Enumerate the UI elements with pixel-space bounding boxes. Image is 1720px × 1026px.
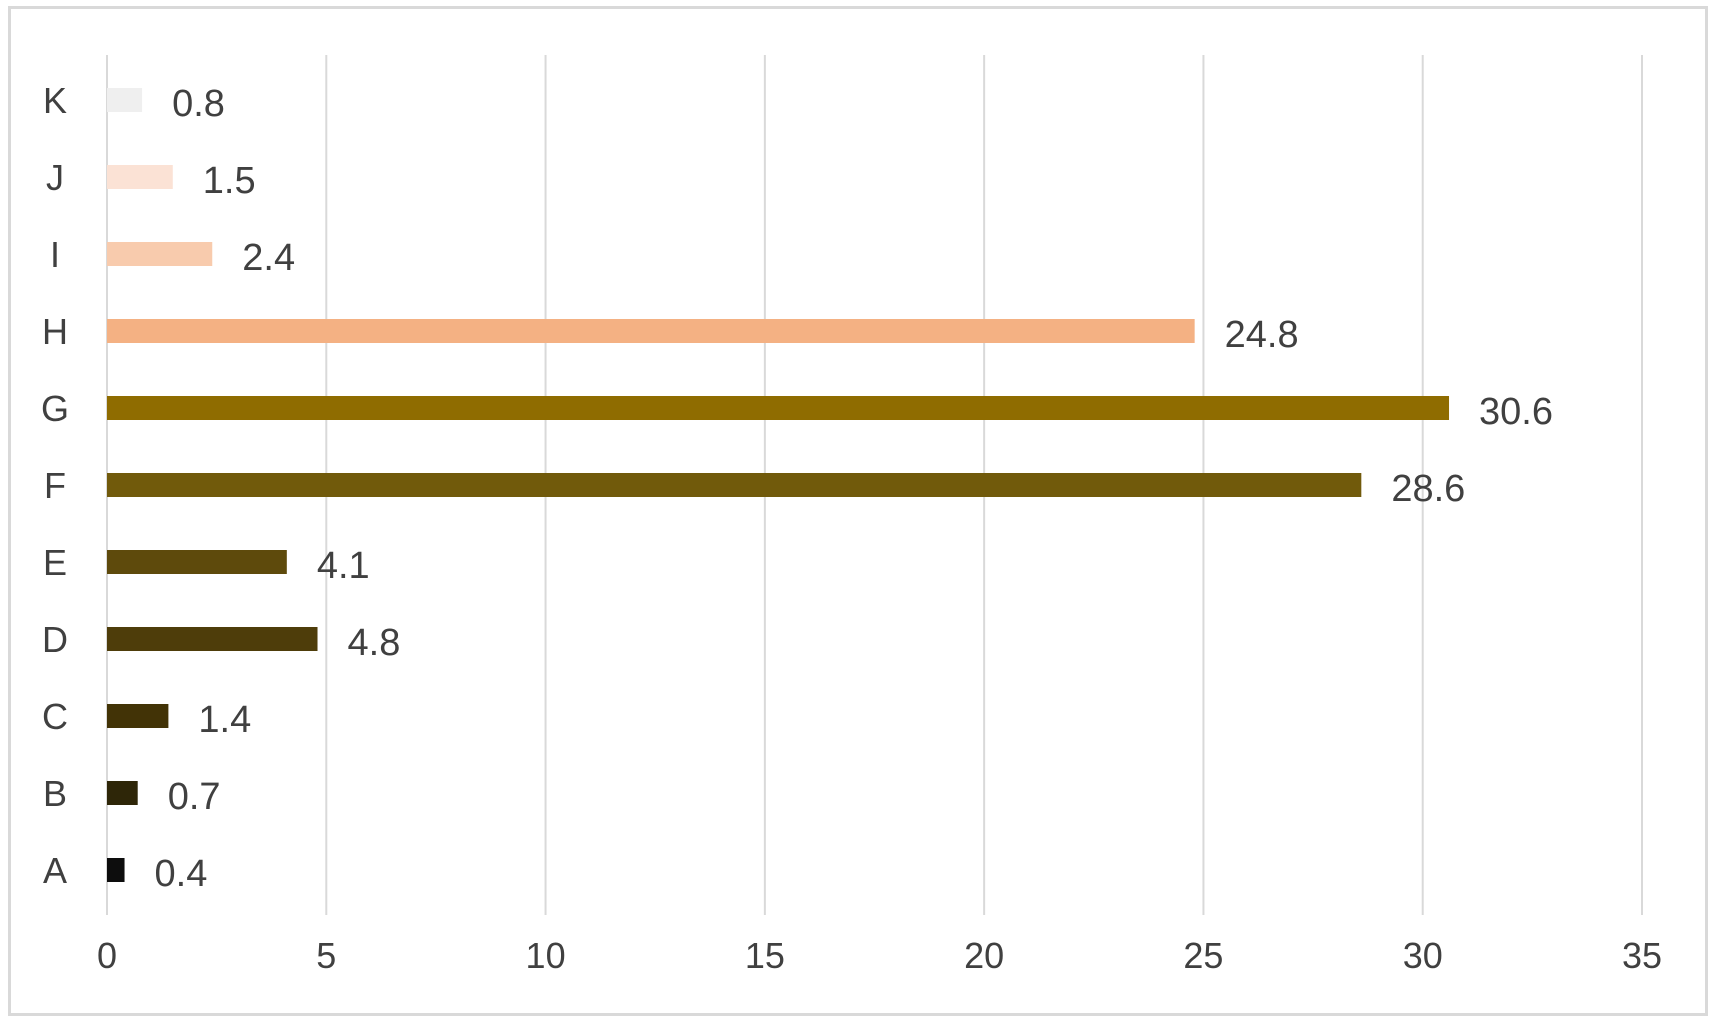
- bar-E: [107, 550, 287, 574]
- data-label-K: 0.8: [172, 83, 225, 125]
- bar-K: [107, 88, 143, 112]
- category-label-H: H: [42, 311, 68, 352]
- category-label-D: D: [42, 619, 68, 660]
- bar-D: [107, 627, 318, 651]
- x-tick-label-0: 0: [97, 935, 117, 976]
- x-tick-label-20: 20: [964, 935, 1004, 976]
- bar-F: [107, 473, 1362, 497]
- data-labels: 0.4 0.7 1.4 4.8 4.1 28.6 30.6 24.8 2.4 1.5 0.8: [155, 83, 1553, 895]
- data-label-A: 0.4: [155, 853, 208, 895]
- category-label-G: G: [41, 388, 69, 429]
- bar-I: [107, 242, 213, 266]
- x-tick-label-5: 5: [316, 935, 336, 976]
- x-tick-label-10: 10: [526, 935, 566, 976]
- x-tick-label-15: 15: [745, 935, 785, 976]
- data-label-G: 30.6: [1479, 391, 1553, 433]
- x-tick-label-30: 30: [1403, 935, 1443, 976]
- data-label-C: 1.4: [198, 699, 251, 741]
- category-label-K: K: [43, 80, 67, 121]
- category-label-J: J: [46, 157, 64, 198]
- category-label-F: F: [44, 465, 66, 506]
- bar-G: [107, 396, 1450, 420]
- bar-C: [107, 704, 169, 728]
- category-label-A: A: [43, 850, 67, 891]
- chart-frame: [8, 6, 1708, 1016]
- bar-B: [107, 781, 138, 805]
- data-label-F: 28.6: [1391, 468, 1465, 510]
- x-tick-labels: 0 5 10 15 20 25 30 35: [97, 935, 1662, 976]
- category-label-I: I: [50, 234, 60, 275]
- data-label-I: 2.4: [242, 237, 295, 279]
- category-label-B: B: [43, 773, 67, 814]
- data-label-B: 0.7: [168, 776, 221, 818]
- x-tick-label-35: 35: [1622, 935, 1662, 976]
- bar-A: [107, 858, 125, 882]
- data-label-J: 1.5: [203, 160, 256, 202]
- category-label-C: C: [42, 696, 68, 737]
- bar-H: [107, 319, 1195, 343]
- bar-J: [107, 165, 173, 189]
- data-label-D: 4.8: [348, 622, 401, 664]
- category-label-E: E: [43, 542, 67, 583]
- x-tick-label-25: 25: [1183, 935, 1223, 976]
- bars: [107, 88, 1450, 882]
- data-label-E: 4.1: [317, 545, 370, 587]
- data-label-H: 24.8: [1225, 314, 1299, 356]
